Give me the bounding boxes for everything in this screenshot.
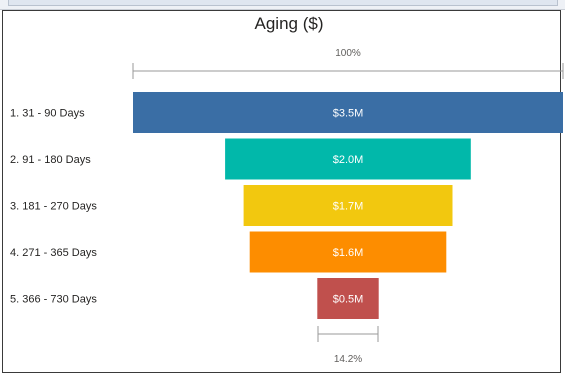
funnel-bar[interactable] <box>317 278 379 319</box>
chart-title: Aging ($) <box>254 14 324 33</box>
category-label: 1. 31 - 90 Days <box>10 108 85 120</box>
bottom-percent-label: 14.2% <box>334 354 362 365</box>
bar-value-label: $1.6M <box>333 247 364 259</box>
category-label: 2. 91 - 180 Days <box>10 154 91 166</box>
category-label: 5. 366 - 730 Days <box>10 294 97 306</box>
funnel-bar[interactable] <box>133 92 563 133</box>
funnel-bar[interactable] <box>243 185 453 226</box>
category-label: 4. 271 - 365 Days <box>10 247 97 259</box>
top-strip <box>0 0 565 10</box>
top-percent-label: 100% <box>335 48 361 59</box>
category-label: 3. 181 - 270 Days <box>10 201 97 213</box>
bar-value-label: $1.7M <box>333 201 364 213</box>
bar-value-label: $2.0M <box>333 154 364 166</box>
bar-value-label: $3.5M <box>333 108 364 120</box>
top-strip-inner <box>8 0 558 6</box>
bars-group: $3.5M 1. 31 - 90 Days $2.0M 2. 91 - 180 Day… <box>10 92 563 319</box>
bar-value-label: $0.5M <box>333 294 364 306</box>
funnel-bar[interactable] <box>225 138 471 180</box>
funnel-bar[interactable] <box>249 231 447 273</box>
